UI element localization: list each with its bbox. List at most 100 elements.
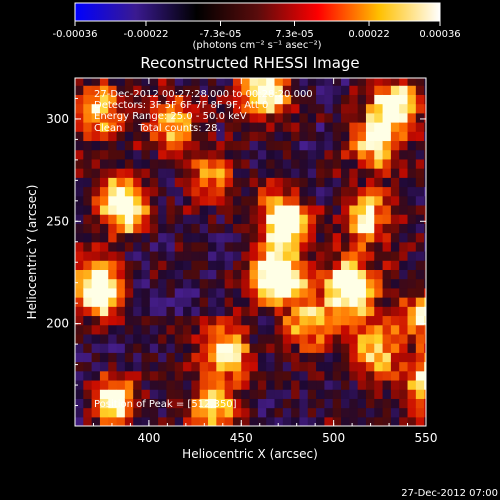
heatmap-cell xyxy=(191,112,201,123)
heatmap-cell xyxy=(224,241,234,252)
heatmap-cell xyxy=(390,195,400,206)
heatmap-cell xyxy=(341,186,350,197)
heatmap-cell xyxy=(83,297,93,307)
heatmap-cell xyxy=(108,250,118,261)
heatmap-cell xyxy=(108,140,118,151)
heatmap-cell xyxy=(191,407,201,418)
heatmap-cell xyxy=(183,269,192,280)
heatmap-cell xyxy=(208,112,217,123)
heatmap-cell xyxy=(208,361,217,372)
heatmap-cell xyxy=(191,306,201,317)
heatmap-cell xyxy=(91,343,101,353)
heatmap-cell xyxy=(257,122,267,132)
heatmap-cell xyxy=(158,278,168,289)
heatmap-cell xyxy=(274,241,284,252)
heatmap-cell xyxy=(191,287,201,298)
heatmap-cell xyxy=(382,333,392,344)
heatmap-cell xyxy=(266,389,276,399)
heatmap-cell xyxy=(357,131,367,142)
heatmap-cell xyxy=(374,131,384,142)
heatmap-cell xyxy=(241,389,251,399)
heatmap-cell xyxy=(407,232,417,243)
heatmap-cell xyxy=(166,94,176,105)
heatmap-cell xyxy=(316,389,325,399)
heatmap-cell xyxy=(424,324,426,335)
heatmap-cell xyxy=(415,103,425,114)
heatmap-cell xyxy=(299,278,309,289)
heatmap-cell xyxy=(316,398,325,409)
heatmap-cell xyxy=(332,407,342,418)
heatmap-cell xyxy=(83,158,93,169)
heatmap-cell xyxy=(141,241,151,252)
heatmap-cell xyxy=(274,361,284,372)
heatmap-cell xyxy=(149,260,159,270)
heatmap-cell xyxy=(124,112,134,123)
heatmap-cell xyxy=(158,352,168,363)
heatmap-cell xyxy=(241,232,251,243)
heatmap-cell xyxy=(357,287,367,298)
heatmap-cell xyxy=(257,168,267,178)
heatmap-cell xyxy=(241,94,251,105)
heatmap-cell xyxy=(316,223,325,234)
heatmap-cell xyxy=(174,103,184,114)
heatmap-cell xyxy=(149,297,159,307)
heatmap-cell xyxy=(149,122,159,132)
heatmap-cell xyxy=(407,214,417,224)
heatmap-cell xyxy=(282,122,292,132)
heatmap-cell xyxy=(158,306,168,317)
heatmap-cell xyxy=(415,140,425,151)
heatmap-cell xyxy=(141,324,151,335)
heatmap-cell xyxy=(291,297,301,307)
heatmap-cell xyxy=(241,78,251,86)
heatmap-cell xyxy=(241,250,251,261)
heatmap-cell xyxy=(158,398,168,409)
heatmap-cell xyxy=(332,204,342,215)
heatmap-cell xyxy=(316,269,325,280)
heatmap-cell xyxy=(257,186,267,197)
heatmap-cell xyxy=(332,85,342,95)
heatmap-cell xyxy=(357,407,367,418)
heatmap-cell xyxy=(324,158,334,169)
heatmap-cell xyxy=(224,112,234,123)
heatmap-cell xyxy=(307,361,317,372)
heatmap-cell xyxy=(183,241,192,252)
heatmap-cell xyxy=(141,389,151,399)
heatmap-cell xyxy=(199,407,209,418)
heatmap-cell xyxy=(116,131,126,142)
heatmap-cell xyxy=(390,361,400,372)
heatmap-cell xyxy=(241,177,251,188)
heatmap-cell xyxy=(232,94,242,105)
heatmap-cell xyxy=(332,416,342,426)
heatmap-cell xyxy=(166,85,176,95)
heatmap-cell xyxy=(299,112,309,123)
heatmap-cell xyxy=(183,204,192,215)
heatmap-cell xyxy=(83,333,93,344)
heatmap-cell xyxy=(199,140,209,151)
heatmap-cell xyxy=(249,379,259,390)
heatmap-cell xyxy=(149,158,159,169)
heatmap-cell xyxy=(99,241,109,252)
heatmap-cell xyxy=(191,122,201,132)
heatmap-cell xyxy=(374,241,384,252)
heatmap-cell xyxy=(224,398,234,409)
heatmap-cell xyxy=(241,122,251,132)
heatmap-cell xyxy=(249,149,259,160)
heatmap-cell xyxy=(307,370,317,381)
heatmap-cell xyxy=(349,287,359,298)
heatmap-cell xyxy=(241,287,251,298)
heatmap-cell xyxy=(282,306,292,317)
colorbar-unit-label: (photons cm⁻² s⁻¹ asec⁻²) xyxy=(192,40,321,51)
heatmap-cell xyxy=(116,315,126,326)
heatmap-cell xyxy=(341,297,350,307)
heatmap-cell xyxy=(382,223,392,234)
colorbar-tick-label: -0.00036 xyxy=(53,29,98,40)
heatmap-cell xyxy=(91,177,101,188)
heatmap-cell xyxy=(124,343,134,353)
heatmap-cell xyxy=(216,370,226,381)
heatmap-cell xyxy=(407,241,417,252)
heatmap-cell xyxy=(174,94,184,105)
heatmap-cell xyxy=(282,232,292,243)
heatmap-cell xyxy=(108,78,118,86)
heatmap-cell xyxy=(208,186,217,197)
heatmap-cell xyxy=(124,389,134,399)
